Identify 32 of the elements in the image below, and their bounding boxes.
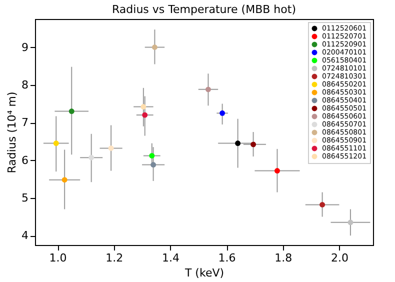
point (140, 104, 146, 110)
y-tick-label: 8 (22, 78, 28, 92)
point (152, 44, 158, 50)
chart-title: Radius vs Temperature (MBB hot) (112, 3, 296, 16)
point (142, 112, 148, 118)
point (274, 168, 280, 174)
point (88, 154, 94, 160)
x-tick-label: 1.2 (106, 252, 124, 264)
point (149, 152, 155, 158)
y-tick-label: 6 (22, 154, 28, 167)
point (205, 86, 211, 92)
point (250, 142, 256, 148)
point (150, 162, 156, 168)
y-tick-label: 5 (22, 191, 28, 204)
point (53, 140, 59, 146)
y-tick-label: 9 (22, 40, 28, 54)
point (348, 220, 354, 226)
x-tick-label: 1.8 (274, 252, 292, 264)
point (320, 202, 326, 208)
x-tick-label: 1.0 (49, 252, 67, 264)
y-axis-title: Radius (10⁴ m) (6, 92, 18, 174)
y-tick-label: 4 (22, 229, 28, 242)
point (235, 140, 241, 146)
point (68, 108, 74, 114)
x-tick-label: 1.4 (162, 252, 180, 264)
point (62, 177, 68, 183)
y-tick-label: 7 (22, 116, 28, 130)
x-tick-label: 1.6 (218, 252, 236, 264)
x-axis-title: T (keV) (184, 266, 224, 280)
x-tick-label: 2.0 (330, 252, 348, 264)
point (108, 145, 114, 151)
point (220, 110, 226, 116)
